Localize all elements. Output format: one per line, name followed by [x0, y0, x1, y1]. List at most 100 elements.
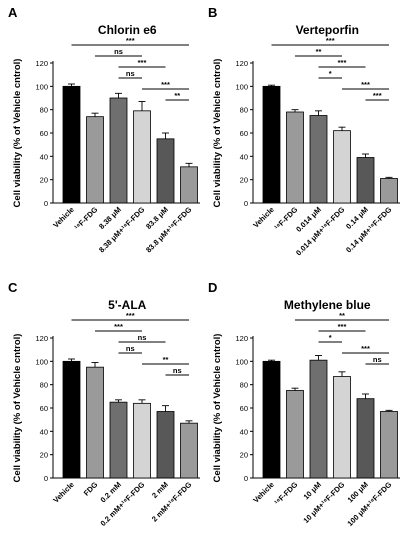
bar	[86, 116, 104, 204]
y-axis-label: Cell viability (% of Vehicle cntrol)	[212, 59, 223, 208]
bar	[86, 366, 104, 479]
significance-label: ns	[126, 69, 135, 78]
significance-label: *	[329, 333, 332, 342]
significance-label: ns	[114, 47, 123, 56]
bar	[333, 376, 351, 479]
y-tick-label: 100	[35, 357, 48, 366]
y-axis-label: Cell viability (% of Vehicle cntrol)	[12, 59, 23, 208]
bar	[156, 138, 175, 204]
panel-letter: C	[8, 280, 18, 295]
y-tick-label: 60	[240, 129, 248, 138]
bar	[180, 422, 198, 479]
panel-letter: B	[208, 5, 217, 20]
panel-c: C 5'-ALA Cell viability (% of Vehicle cntr…	[0, 275, 200, 550]
panel-a: A Chlorin e6 Cell viability (% of Vehicle …	[0, 0, 200, 275]
y-tick-label: 0	[44, 474, 48, 483]
y-tick-label: 100	[235, 82, 248, 91]
y-tick-label: 20	[40, 176, 48, 185]
y-tick-label: 60	[40, 404, 48, 413]
significance-label: **	[339, 311, 345, 320]
significance-label: **	[174, 91, 180, 100]
x-tick-label: 100 μM+¹⁸F-FDG	[345, 480, 393, 528]
y-tick-label: 20	[240, 176, 248, 185]
chart-d: D Methylene blue Cell viability (% of Vehi…	[208, 280, 400, 528]
chart-title: 5'-ALA	[108, 298, 147, 312]
significance-label: ***	[361, 344, 370, 353]
y-tick-label: 40	[240, 152, 248, 161]
bar	[133, 402, 151, 479]
y-tick-label: 20	[40, 451, 48, 460]
x-tick-label: 0.2 mM+¹⁸F-FDG	[98, 480, 146, 528]
y-tick-label: 0	[244, 199, 248, 208]
significance-label: ***	[338, 322, 347, 331]
bar	[333, 130, 351, 204]
bar	[109, 401, 128, 479]
chart-b: B Verteporfin Cell viability (% of Vehicle…	[208, 5, 400, 257]
significance-label: ***	[126, 311, 135, 320]
y-tick-label: 80	[240, 381, 248, 390]
panel-letter: A	[8, 5, 18, 20]
panel-b: B Verteporfin Cell viability (% of Vehicle…	[200, 0, 400, 275]
significance-label: ***	[326, 36, 335, 45]
y-tick-label: 40	[40, 152, 48, 161]
x-tick-label: Vehicle	[51, 480, 76, 505]
y-tick-label: 120	[235, 334, 248, 343]
significance-label: ***	[126, 36, 135, 45]
panel-letter: D	[208, 280, 217, 295]
y-tick-label: 20	[240, 451, 248, 460]
y-tick-label: 120	[35, 59, 48, 68]
bar	[380, 411, 398, 479]
significance-label: ***	[161, 80, 170, 89]
bar	[109, 97, 128, 204]
y-tick-label: 0	[44, 199, 48, 208]
bar	[286, 390, 304, 479]
x-tick-label: ¹⁸F-FDG	[73, 205, 100, 232]
bar	[286, 111, 304, 204]
significance-label: ***	[114, 322, 123, 331]
significance-label: *	[329, 69, 332, 78]
bar	[309, 359, 328, 479]
y-axis-label: Cell viability (% of Vehicle cntrol)	[12, 334, 23, 483]
panel-d: D Methylene blue Cell viability (% of Vehi…	[200, 275, 400, 550]
bar	[133, 110, 151, 204]
significance-label: ns	[373, 355, 382, 364]
significance-label: ns	[138, 333, 147, 342]
significance-label: ***	[373, 91, 382, 100]
significance-label: ns	[173, 366, 182, 375]
x-tick-label: ¹⁸F-FDG	[273, 480, 300, 507]
bar	[380, 178, 398, 204]
y-tick-label: 80	[240, 106, 248, 115]
y-axis-label: Cell viability (% of Vehicle cntrol)	[212, 334, 223, 483]
y-tick-label: 80	[40, 381, 48, 390]
chart-c: C 5'-ALA Cell viability (% of Vehicle cntr…	[8, 280, 200, 528]
y-tick-label: 120	[35, 334, 48, 343]
y-tick-label: 0	[244, 474, 248, 483]
bar	[356, 157, 375, 204]
bar	[309, 115, 328, 204]
bar	[62, 85, 81, 204]
chart-title: Verteporfin	[296, 23, 359, 37]
chart-a: A Chlorin e6 Cell viability (% of Vehicle …	[8, 5, 200, 254]
bar	[180, 166, 198, 204]
y-tick-label: 120	[235, 59, 248, 68]
chart-title: Methylene blue	[284, 298, 371, 312]
y-tick-label: 40	[240, 427, 248, 436]
y-tick-label: 100	[35, 82, 48, 91]
significance-label: ***	[338, 58, 347, 67]
y-tick-label: 40	[40, 427, 48, 436]
significance-label: ns	[126, 344, 135, 353]
bar	[156, 411, 175, 479]
x-tick-label: 10 μM	[302, 480, 323, 501]
significance-label: **	[163, 355, 169, 364]
x-tick-label: FDG	[82, 480, 100, 498]
significance-label: **	[316, 47, 322, 56]
y-tick-label: 100	[235, 357, 248, 366]
x-tick-label: 10 μM+¹⁸F-FDG	[301, 480, 346, 525]
y-tick-label: 60	[40, 129, 48, 138]
chart-title: Chlorin e6	[98, 23, 157, 37]
significance-label: ***	[361, 80, 370, 89]
bar	[62, 360, 81, 479]
bar	[356, 398, 375, 479]
bar	[262, 360, 281, 479]
